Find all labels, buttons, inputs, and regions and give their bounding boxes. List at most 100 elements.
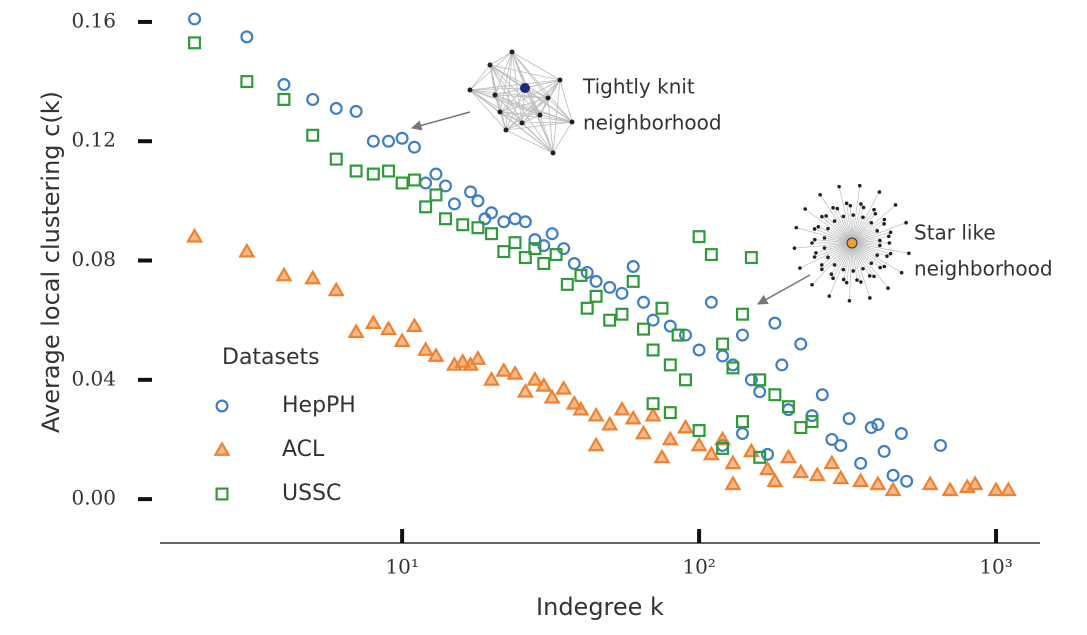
icon-edge — [547, 97, 573, 123]
icon-edge — [469, 89, 541, 116]
icon-node — [829, 272, 834, 277]
point — [528, 233, 542, 247]
point — [726, 358, 740, 372]
icon-node — [810, 282, 814, 287]
point — [884, 481, 902, 497]
annotation-arrow — [757, 274, 811, 305]
point — [716, 441, 730, 455]
point — [427, 347, 445, 362]
point — [768, 388, 782, 402]
point — [537, 239, 551, 253]
point — [646, 397, 660, 411]
icon-edge — [851, 242, 862, 283]
point — [560, 277, 574, 291]
point — [871, 418, 885, 432]
icon-node — [824, 214, 828, 218]
point — [671, 328, 685, 342]
icon-node — [841, 214, 846, 219]
x-tick-label: 10³ — [979, 555, 1012, 579]
point — [690, 436, 708, 452]
point — [646, 313, 660, 327]
point — [405, 317, 423, 333]
point — [580, 301, 594, 315]
point — [792, 463, 810, 479]
icon-edge — [505, 121, 573, 131]
icon-edge — [843, 242, 853, 280]
icon-edge — [499, 111, 541, 116]
icon-node — [869, 220, 874, 225]
icon-edge — [836, 208, 853, 244]
icon-edge — [851, 203, 862, 244]
icon-node — [837, 184, 841, 189]
icon-node — [826, 255, 830, 260]
icon-edge — [539, 97, 549, 116]
point — [726, 361, 740, 375]
point — [518, 215, 532, 229]
icon-node — [899, 270, 904, 275]
icon-edge — [851, 204, 896, 244]
icon-node — [557, 77, 563, 83]
point — [663, 406, 677, 420]
icon-node — [882, 217, 887, 222]
icon-node — [875, 253, 880, 257]
point — [395, 131, 409, 145]
point — [471, 194, 485, 208]
legend-title: Datasets — [222, 345, 320, 370]
icon-edge — [505, 129, 554, 154]
icon-node — [812, 237, 817, 242]
icon-edge — [469, 89, 507, 131]
icon-edge — [851, 242, 875, 277]
point — [999, 481, 1017, 497]
icon-edge — [831, 242, 853, 275]
y-tick-label: 0.12 — [71, 128, 116, 152]
icon-node — [803, 207, 808, 211]
point — [676, 418, 695, 434]
point — [382, 164, 396, 178]
icon-node — [886, 234, 891, 239]
icon-edge — [559, 79, 573, 123]
point — [933, 438, 947, 452]
icon-edge — [489, 64, 526, 89]
icon-edge — [521, 97, 549, 124]
icon-edge — [552, 121, 573, 154]
icon-edge — [828, 242, 853, 297]
y-axis-label: Average local clustering c(k) — [37, 91, 65, 433]
icon-edge — [851, 223, 885, 244]
x-axis-label: Indegree k — [536, 593, 664, 621]
icon-node — [851, 269, 856, 273]
icon-node — [878, 265, 882, 270]
icon-node — [893, 203, 898, 207]
icon-node — [888, 230, 893, 235]
point — [497, 215, 511, 229]
point — [380, 320, 398, 336]
point — [497, 245, 511, 259]
point — [854, 456, 868, 470]
icon-node — [818, 192, 822, 197]
icon-edge — [469, 89, 501, 113]
point — [447, 197, 461, 211]
icon-node — [847, 298, 852, 303]
legend-marker — [213, 441, 231, 456]
point — [456, 218, 470, 232]
icon-center — [846, 237, 858, 249]
icon-node — [886, 286, 890, 290]
icon-edge — [489, 64, 561, 81]
point — [966, 475, 984, 491]
point — [886, 468, 900, 482]
icon-edge — [818, 226, 853, 244]
icon-node — [848, 203, 853, 208]
legend-label: HepPH — [282, 393, 356, 418]
point — [987, 481, 1005, 497]
point — [735, 328, 749, 342]
point — [615, 307, 629, 321]
point — [644, 406, 662, 422]
point — [724, 454, 742, 470]
point — [188, 12, 202, 26]
point — [574, 268, 588, 282]
icon-node — [816, 224, 821, 229]
icon-edge — [524, 87, 541, 116]
point — [240, 75, 254, 89]
point — [779, 448, 797, 464]
icon-edge — [851, 219, 885, 244]
y-tick-label: 0.04 — [71, 366, 116, 390]
